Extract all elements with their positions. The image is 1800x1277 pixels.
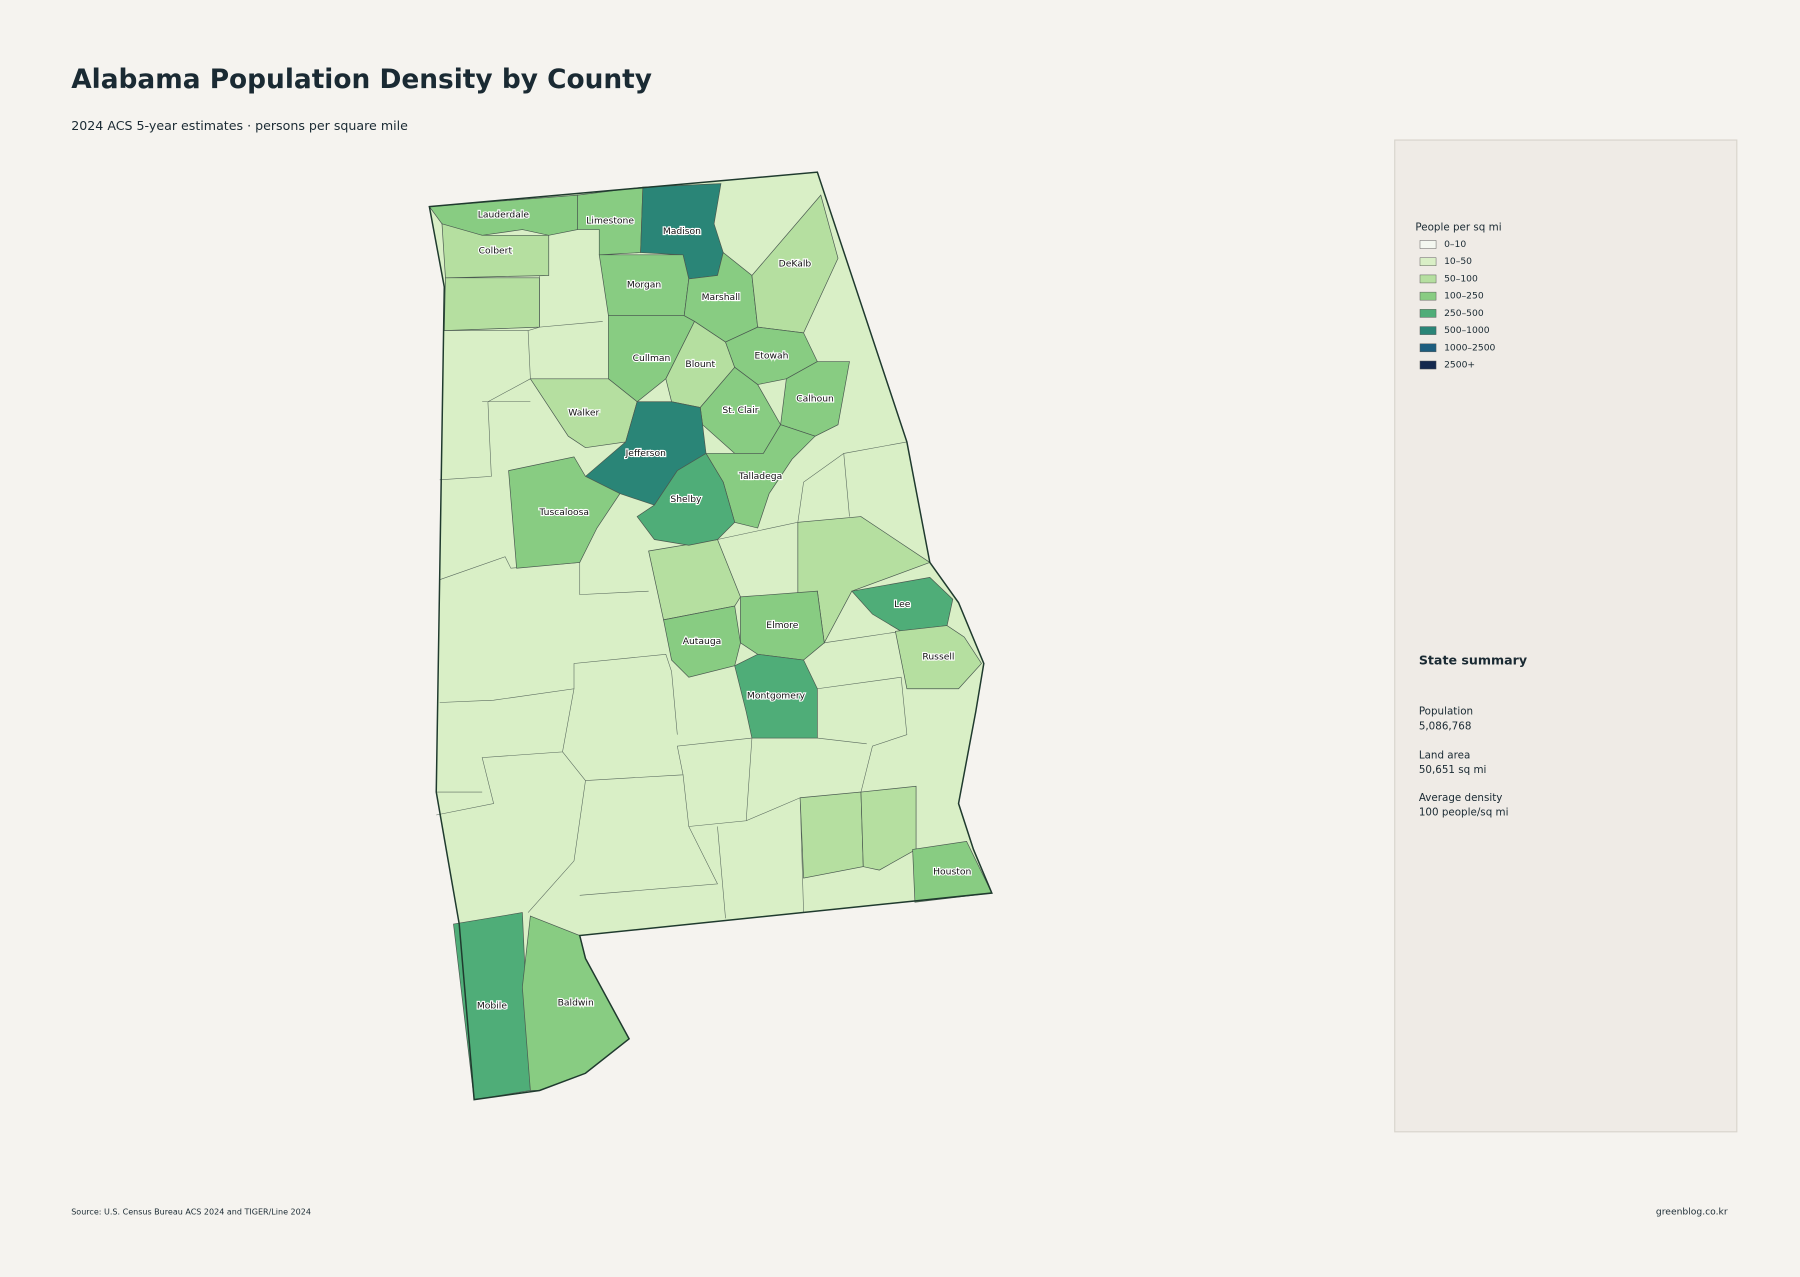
summary-title: State summary (1419, 653, 1527, 668)
county (894, 625, 982, 690)
summary-label: Land area (1419, 749, 1471, 761)
legend-swatch (1419, 326, 1437, 335)
counties (428, 183, 993, 1101)
county-label: Russell (922, 652, 954, 663)
subtitle: 2024 ACS 5-year estimates · persons per … (71, 118, 408, 133)
legend-swatch (1419, 360, 1437, 370)
county-label: Mobile (477, 1001, 507, 1012)
county-label: Shelby (670, 494, 702, 505)
county (751, 194, 839, 334)
county-label: Marshall (702, 292, 741, 303)
legend-title: People per sq mi (1415, 221, 1501, 233)
legend-label: 100–250 (1444, 291, 1484, 302)
legend-label: 250–500 (1444, 308, 1484, 319)
legend-swatch (1419, 274, 1437, 284)
county-label: Colbert (479, 245, 513, 256)
title: Alabama Population Density by County (71, 64, 652, 95)
legend-label: 2500+ (1444, 360, 1475, 371)
county-label: St. Clair (722, 405, 758, 416)
summary-label: Population (1419, 706, 1473, 718)
county (508, 456, 621, 569)
state-outline (428, 171, 993, 1101)
county (734, 653, 818, 739)
unlabeled-counties (443, 277, 931, 879)
legend-label: 50–100 (1444, 273, 1478, 284)
county (441, 223, 550, 279)
summary-value: 100 people/sq mi (1419, 807, 1509, 819)
county-label: Limestone (586, 215, 634, 226)
county-label: Montgomery (747, 691, 806, 702)
county-label: Tuscaloosa (538, 507, 589, 518)
county-label: Lauderdale (478, 210, 530, 221)
county-label: Elmore (766, 620, 798, 631)
legend-swatch (1419, 240, 1437, 249)
summary: Population 5,086,768 Land area 50,651 sq mi… (1419, 706, 1509, 819)
county-label: Jefferson (625, 448, 666, 459)
legend-label: 1000–2500 (1444, 342, 1495, 353)
county-label: Blount (685, 359, 715, 370)
county-lines (436, 235, 959, 919)
county-label: Autauga (683, 636, 722, 647)
legend-label: 0–10 (1444, 239, 1466, 250)
map: Lauderdale Colbert Limestone Madison Morgan M… (428, 171, 993, 1101)
county-labels: Lauderdale Colbert Limestone Madison Morgan M… (476, 209, 973, 1013)
summary-value: 50,651 sq mi (1419, 764, 1487, 776)
county-label: Houston (933, 866, 971, 877)
county-label: Talladega (738, 471, 782, 482)
county-label: Calhoun (796, 393, 834, 404)
legend-label: 500–1000 (1444, 325, 1490, 336)
county-label: Walker (568, 408, 599, 419)
legend-swatch (1419, 309, 1437, 318)
county-label: Madison (663, 226, 701, 237)
side-panel (1394, 139, 1738, 1133)
legend-swatch (1419, 291, 1437, 301)
legend: 0–10 10–50 50–100 100–250 250–500 500–1000 100… (1419, 239, 1496, 371)
county-label: Etowah (754, 350, 788, 361)
legend-swatch (1419, 343, 1437, 353)
county-label: Lee (894, 599, 911, 610)
county-label: Cullman (633, 353, 671, 364)
legend-label: 10–50 (1444, 256, 1472, 267)
source: Source: U.S. Census Bureau ACS 2024 and … (71, 1208, 311, 1217)
county-label: DeKalb (779, 259, 812, 270)
county-label: Morgan (627, 280, 662, 291)
county-label: Baldwin (558, 998, 594, 1009)
summary-label: Average density (1419, 792, 1503, 804)
credit: greenblog.co.kr (1656, 1207, 1728, 1218)
county (636, 452, 736, 546)
summary-value: 5,086,768 (1419, 721, 1472, 733)
legend-swatch (1419, 257, 1437, 266)
